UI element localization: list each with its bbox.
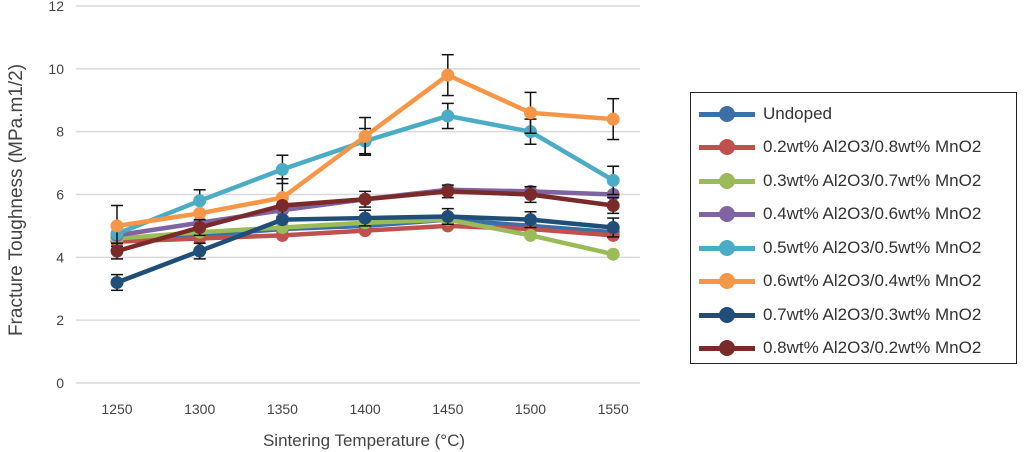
legend-swatch xyxy=(699,105,755,122)
legend-swatch xyxy=(699,273,755,290)
x-tick-label: 1450 xyxy=(432,401,463,417)
legend-swatch xyxy=(699,139,755,156)
data-point xyxy=(275,213,289,227)
legend-label: 0.4wt% Al2O3/0.6wt% MnO2 xyxy=(763,204,982,224)
legend-swatch xyxy=(699,306,755,323)
data-point xyxy=(193,220,207,234)
data-point xyxy=(110,275,124,289)
x-tick-label: 1300 xyxy=(184,401,215,417)
legend-label: 0.6wt% Al2O3/0.4wt% MnO2 xyxy=(763,271,982,291)
data-point xyxy=(606,173,620,187)
data-point xyxy=(193,244,207,258)
data-point xyxy=(193,206,207,220)
data-point xyxy=(524,188,537,201)
legend-label: 0.5wt% Al2O3/0.5wt% MnO2 xyxy=(763,237,982,257)
data-point xyxy=(358,129,372,143)
data-point xyxy=(110,219,124,233)
legend-label: Undoped xyxy=(763,103,833,123)
x-tick-label: 1550 xyxy=(598,401,629,417)
data-point xyxy=(441,109,455,123)
legend-swatch xyxy=(699,239,755,256)
y-tick-label: 0 xyxy=(56,375,64,391)
legend-label: 0.7wt% Al2O3/0.3wt% MnO2 xyxy=(763,304,982,324)
legend-swatch xyxy=(699,172,755,189)
data-point xyxy=(441,209,455,223)
data-point xyxy=(606,198,620,212)
legend-label: 0.8wt% Al2O3/0.2wt% MnO2 xyxy=(763,338,982,358)
legend-item: 0.6wt% Al2O3/0.4wt% MnO2 xyxy=(699,265,1016,299)
data-point xyxy=(606,247,620,261)
data-point xyxy=(441,184,455,198)
x-tick-label: 1400 xyxy=(350,401,381,417)
data-point xyxy=(441,68,455,82)
data-point xyxy=(358,192,372,206)
x-tick-label: 1250 xyxy=(101,401,132,417)
y-tick-label: 8 xyxy=(56,124,64,140)
legend-item: 0.2wt% Al2O3/0.8wt% MnO2 xyxy=(699,131,1016,165)
legend-item: 0.3wt% Al2O3/0.7wt% MnO2 xyxy=(699,164,1016,198)
data-point xyxy=(275,162,289,176)
legend-item: 0.7wt% Al2O3/0.3wt% MnO2 xyxy=(699,298,1016,332)
legend-item: Undoped xyxy=(699,97,1016,131)
data-point xyxy=(358,211,372,225)
legend: Undoped 0.2wt% Al2O3/0.8wt% MnO2 0.3wt% Al… xyxy=(690,92,1017,364)
legend-label: 0.2wt% Al2O3/0.8wt% MnO2 xyxy=(763,137,982,157)
data-point xyxy=(524,106,537,120)
data-point xyxy=(524,228,537,242)
legend-item: 0.8wt% Al2O3/0.2wt% MnO2 xyxy=(699,332,1016,366)
legend-swatch xyxy=(699,340,755,357)
y-tick-label: 10 xyxy=(48,61,64,77)
legend-item: 0.5wt% Al2O3/0.5wt% MnO2 xyxy=(699,231,1016,265)
y-tick-label: 2 xyxy=(56,312,64,328)
y-axis-title: Fracture Toughness (MPa.m1/2) xyxy=(6,64,27,336)
data-point xyxy=(193,194,207,208)
y-tick-label: 6 xyxy=(56,187,64,203)
data-point xyxy=(524,213,537,227)
y-tick-label: 4 xyxy=(56,249,64,265)
x-tick-label: 1500 xyxy=(515,401,546,417)
data-point xyxy=(606,220,620,234)
legend-swatch xyxy=(699,206,755,223)
data-point xyxy=(606,112,620,126)
data-point xyxy=(110,244,124,258)
legend-label: 0.3wt% Al2O3/0.7wt% MnO2 xyxy=(763,170,982,190)
data-point xyxy=(275,198,289,212)
y-tick-label: 12 xyxy=(48,0,64,14)
legend-item: 0.4wt% Al2O3/0.6wt% MnO2 xyxy=(699,198,1016,232)
x-tick-label: 1350 xyxy=(267,401,298,417)
x-axis-title: Sintering Temperature (°C) xyxy=(263,431,465,450)
